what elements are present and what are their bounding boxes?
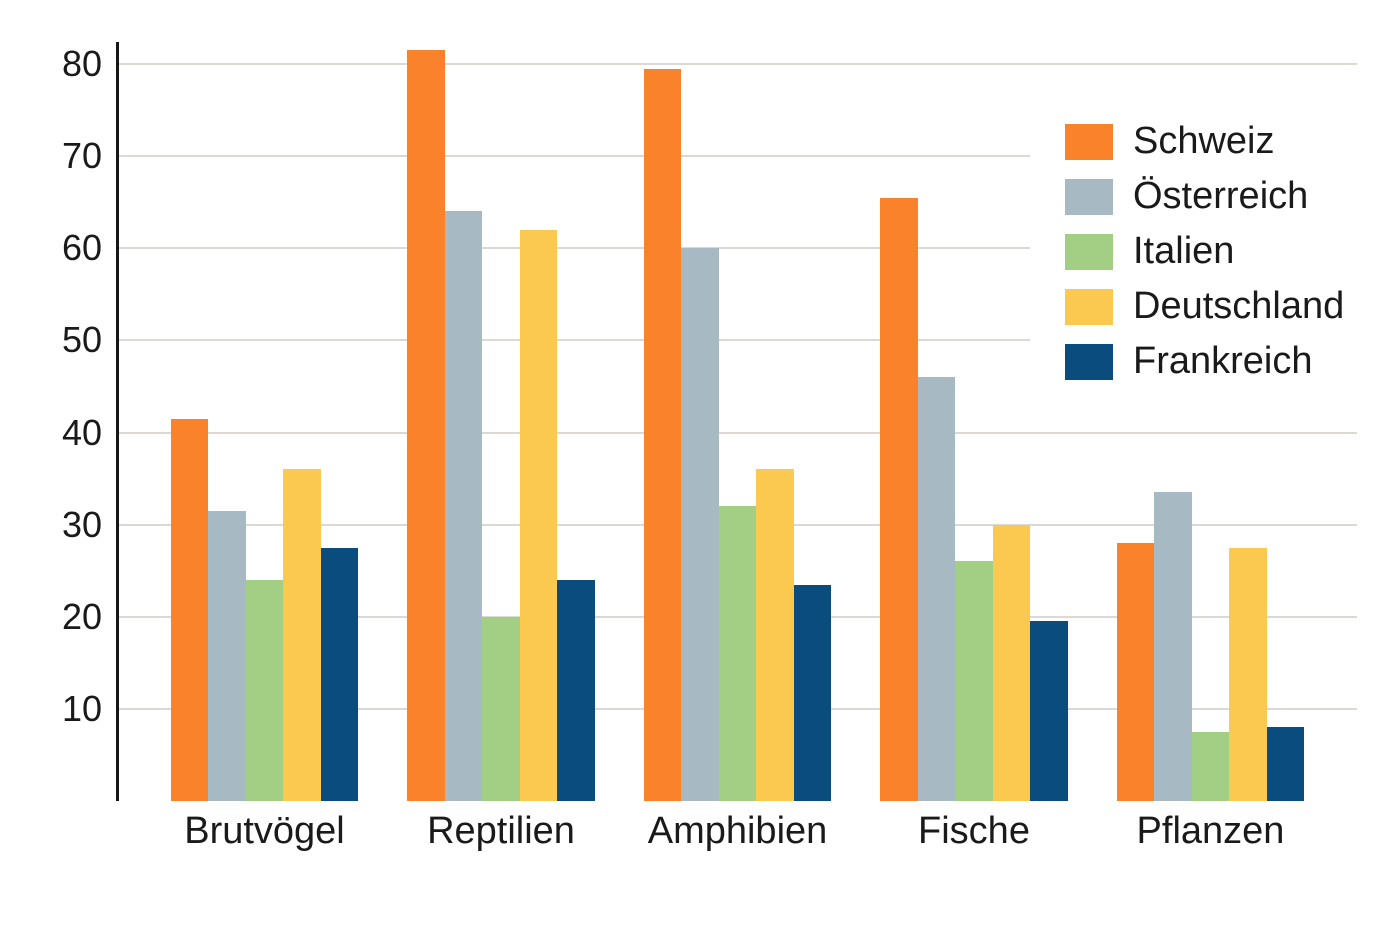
bar-deutschland-amphibien bbox=[756, 469, 794, 801]
gridline-40 bbox=[118, 431, 1357, 434]
bar-osterreich-brutvogel bbox=[208, 510, 246, 801]
bar-schweiz-amphibien bbox=[643, 68, 682, 801]
legend-label-deutschland: Deutschland bbox=[1133, 285, 1345, 327]
bar-deutschland-reptilien bbox=[519, 229, 558, 801]
legend-swatch-deutschland bbox=[1065, 288, 1113, 325]
bar-deutschland-pflanzen bbox=[1229, 547, 1267, 801]
legend-swatch-schweiz bbox=[1065, 123, 1113, 160]
y-tick-label-20: 20 bbox=[61, 595, 102, 637]
legend-item-osterreich: Österreich bbox=[1030, 169, 1380, 224]
gridline-70 bbox=[118, 155, 1357, 158]
bar-italien-fische bbox=[955, 561, 993, 801]
y-axis-line bbox=[116, 42, 119, 801]
bar-italien-pflanzen bbox=[1191, 731, 1230, 801]
bar-osterreich-fische bbox=[917, 377, 956, 801]
x-axis-label-amphibien: Amphibien bbox=[647, 810, 828, 852]
legend-label-italien: Italien bbox=[1133, 230, 1235, 272]
x-axis-label-reptilien: Reptilien bbox=[427, 810, 575, 852]
bar-schweiz-reptilien bbox=[407, 50, 445, 801]
x-axis-label-fische: Fische bbox=[918, 810, 1030, 852]
bar-frankreich-brutvogel bbox=[320, 547, 359, 801]
y-tick-label-60: 60 bbox=[61, 227, 102, 269]
bar-schweiz-brutvogel bbox=[170, 418, 209, 801]
bar-italien-reptilien bbox=[482, 616, 520, 801]
legend-item-frankreich: Frankreich bbox=[1030, 334, 1380, 389]
bar-osterreich-reptilien bbox=[444, 211, 483, 801]
gridline-80 bbox=[118, 63, 1357, 65]
legend-swatch-italien bbox=[1065, 233, 1113, 270]
y-tick-label-40: 40 bbox=[61, 411, 102, 453]
bar-frankreich-fische bbox=[1030, 621, 1068, 801]
y-tick-label-80: 80 bbox=[61, 43, 102, 84]
y-tick-label-30: 30 bbox=[61, 503, 102, 545]
bar-osterreich-amphibien bbox=[681, 248, 719, 801]
legend-swatch-osterreich bbox=[1065, 178, 1113, 215]
legend-item-schweiz: Schweiz bbox=[1030, 114, 1380, 169]
y-tick-label-70: 70 bbox=[61, 135, 102, 177]
legend-item-italien: Italien bbox=[1030, 224, 1380, 279]
bar-italien-amphibien bbox=[718, 506, 757, 801]
y-tick-label-10: 10 bbox=[61, 687, 102, 729]
bar-schweiz-fische bbox=[880, 197, 918, 801]
bar-frankreich-reptilien bbox=[557, 579, 595, 801]
bar-deutschland-brutvogel bbox=[283, 469, 321, 801]
x-axis-label-pflanzen: Pflanzen bbox=[1136, 810, 1285, 852]
bar-italien-brutvogel bbox=[245, 579, 284, 801]
legend-label-frankreich: Frankreich bbox=[1133, 340, 1313, 382]
legend-swatch-frankreich bbox=[1065, 343, 1113, 380]
legend: Schweiz Österreich Italien Deutschland Frank… bbox=[1030, 105, 1380, 389]
gridline-60 bbox=[118, 247, 1357, 250]
legend-item-deutschland: Deutschland bbox=[1030, 279, 1380, 334]
gridline-50 bbox=[118, 339, 1357, 342]
bar-schweiz-pflanzen bbox=[1116, 543, 1155, 801]
legend-label-schweiz: Schweiz bbox=[1133, 120, 1275, 162]
bar-deutschland-fische bbox=[992, 524, 1031, 801]
y-tick-label-50: 50 bbox=[61, 319, 102, 361]
bar-frankreich-pflanzen bbox=[1266, 727, 1305, 801]
x-axis-label-brutvogel: Brutvögel bbox=[184, 810, 345, 852]
legend-label-osterreich: Österreich bbox=[1133, 175, 1309, 217]
bar-osterreich-pflanzen bbox=[1154, 492, 1192, 801]
bar-frankreich-amphibien bbox=[793, 584, 832, 801]
